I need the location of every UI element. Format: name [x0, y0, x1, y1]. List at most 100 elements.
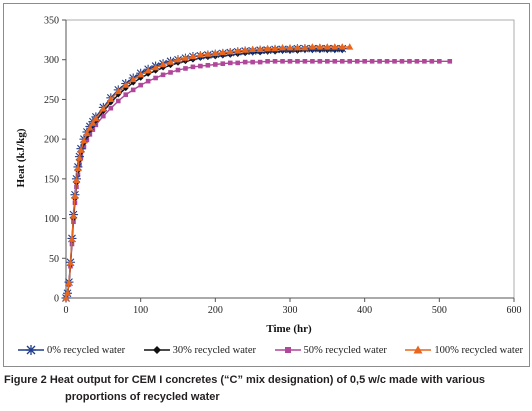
data-point — [317, 59, 323, 64]
series-3 — [62, 43, 354, 301]
data-point — [74, 164, 82, 172]
x-tick-label: 100 — [133, 305, 148, 316]
data-point — [227, 60, 233, 66]
square-icon — [274, 347, 301, 353]
data-point — [66, 259, 75, 266]
legend-label-0pct: 0% recycled water — [47, 344, 126, 356]
data-point — [175, 67, 181, 73]
legend-item-50pct: 50% recycled water — [274, 344, 387, 356]
data-point — [80, 136, 88, 144]
data-point — [122, 81, 130, 88]
data-point — [323, 43, 331, 50]
x-tick-label: 600 — [507, 305, 522, 316]
y-axis-title: Heat (kJ/kg) — [15, 128, 27, 187]
y-tick-label: 0 — [54, 294, 59, 305]
legend-label-50pct: 50% recycled water — [303, 344, 387, 356]
data-point — [264, 44, 272, 52]
data-point — [242, 59, 248, 65]
figure-frame: 0 50 100 150 200 250 300 350 0 100 200 300 400 500 600… — [3, 3, 530, 367]
y-tick-label: 350 — [44, 16, 59, 27]
data-point — [220, 61, 226, 66]
data-point — [265, 59, 270, 64]
data-point — [241, 46, 249, 53]
data-point — [308, 43, 316, 50]
legend-item-30pct: 30% recycled water — [143, 344, 256, 356]
y-tick-label: 50 — [49, 254, 59, 265]
data-point — [130, 87, 136, 93]
data-point — [301, 44, 309, 51]
y-tick-label: 250 — [44, 95, 59, 106]
data-point — [159, 60, 167, 68]
data-point — [144, 67, 152, 74]
caption-text-line1: Heat output for CEM I concretes (“C” mix… — [46, 374, 486, 386]
data-point — [153, 75, 158, 81]
series-2 — [63, 59, 453, 301]
legend-label-30pct: 30% recycled water — [172, 344, 256, 356]
data-point — [278, 44, 287, 51]
data-point — [75, 154, 84, 161]
series-line — [65, 46, 350, 299]
data-point — [123, 92, 129, 97]
data-point — [181, 54, 190, 61]
triangle-icon — [405, 345, 432, 354]
series-line — [65, 47, 343, 299]
data-point — [384, 59, 390, 64]
data-point — [399, 59, 405, 64]
data-point — [168, 70, 173, 75]
caption-text-line2: proportions of recycled water — [65, 391, 220, 403]
heat-output-chart: 0 50 100 150 200 250 300 350 0 100 200 300 400 500 600… — [15, 16, 522, 336]
diamond-icon — [143, 346, 170, 354]
x-tick-label: 300 — [283, 305, 298, 316]
data-point — [310, 59, 315, 64]
data-point — [68, 235, 76, 242]
data-point — [65, 279, 73, 286]
data-point — [84, 137, 90, 143]
data-point — [362, 59, 367, 64]
data-point — [114, 87, 122, 95]
data-point — [205, 62, 211, 68]
x-axis-title: Time (hr) — [266, 323, 312, 335]
data-point — [71, 192, 79, 199]
data-point — [145, 78, 151, 84]
data-point — [63, 289, 72, 296]
data-point — [293, 44, 302, 51]
data-point — [422, 59, 427, 64]
data-point — [138, 82, 143, 88]
series-1 — [63, 47, 346, 301]
data-point — [414, 59, 420, 64]
data-point — [115, 98, 121, 104]
x-tick-label: 500 — [432, 305, 447, 316]
data-point — [235, 60, 241, 66]
data-point — [160, 72, 166, 78]
data-point — [92, 114, 100, 122]
data-point — [332, 59, 338, 64]
data-point — [101, 113, 106, 119]
legend-item-0pct: 0% recycled water — [18, 344, 125, 356]
data-point — [152, 63, 160, 71]
legend-item-100pct: 100% recycled water — [405, 344, 523, 356]
y-tick-label: 150 — [44, 174, 59, 185]
data-point — [392, 59, 397, 64]
data-point — [280, 59, 285, 64]
data-point — [347, 59, 353, 64]
data-point — [219, 48, 227, 56]
data-point — [174, 55, 182, 63]
data-point — [77, 146, 85, 153]
data-point — [256, 45, 264, 52]
data-point — [83, 129, 91, 137]
data-point — [226, 47, 234, 55]
data-point — [72, 176, 81, 184]
data-point — [81, 144, 87, 150]
x-tick-label: 200 — [208, 305, 223, 316]
data-point — [62, 294, 70, 301]
x-tick-label: 0 — [64, 305, 69, 316]
data-point — [166, 58, 175, 65]
y-tick-label: 100 — [44, 214, 59, 225]
data-point — [89, 119, 97, 126]
data-point — [325, 59, 330, 64]
data-point — [213, 62, 218, 67]
data-point — [250, 59, 255, 65]
data-point — [108, 105, 114, 111]
data-point — [407, 59, 412, 64]
data-point — [339, 59, 345, 64]
